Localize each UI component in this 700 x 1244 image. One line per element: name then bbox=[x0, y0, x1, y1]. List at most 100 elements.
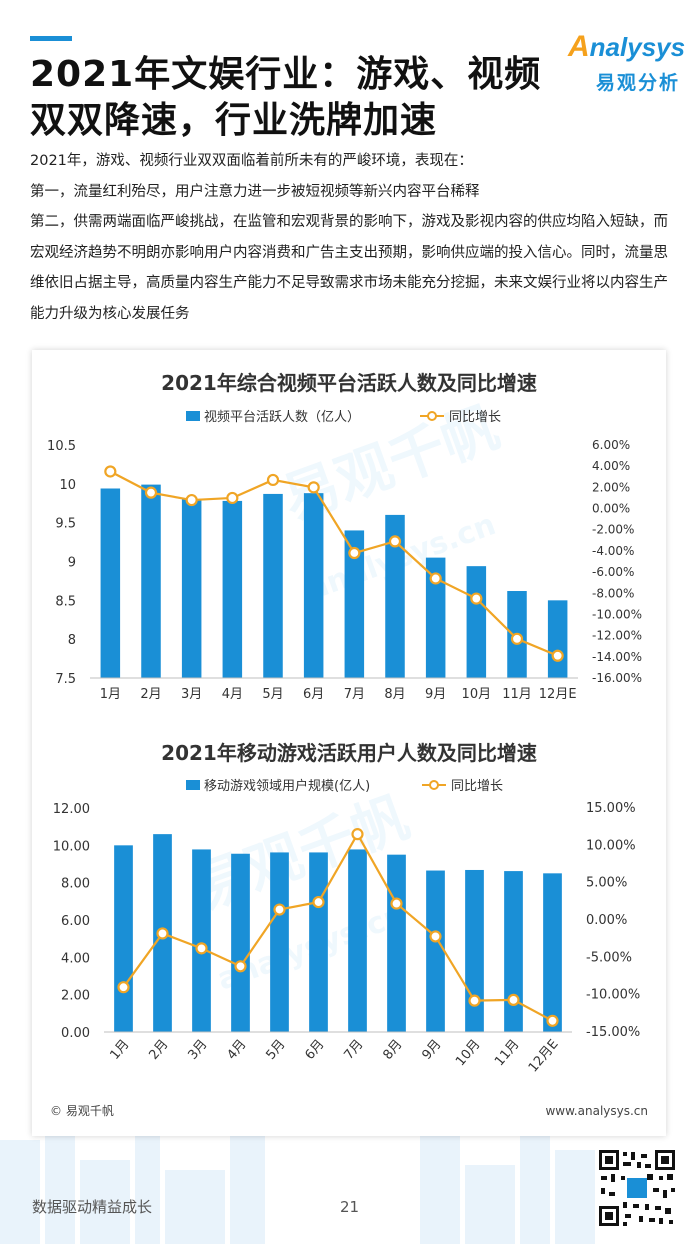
x-tick-label: 6月 bbox=[302, 1037, 327, 1063]
growth-point-11月 bbox=[507, 993, 520, 1006]
bar-2月 bbox=[141, 484, 161, 678]
body-paragraph-1: 2021年，游戏、视频行业双双面临着前所未有的严峻环境，表现在： bbox=[30, 153, 473, 169]
bar-10月 bbox=[466, 566, 487, 678]
bar-12月E bbox=[547, 600, 568, 678]
right-tick-label: 0.00% bbox=[586, 913, 627, 928]
x-axis: 1月 2月 3月 4月 5月 6月 7月 8月 9月 10月 11月 12月E bbox=[90, 677, 578, 702]
right-tick-label: -5.00% bbox=[586, 950, 632, 965]
bar-7月 bbox=[348, 849, 367, 1032]
left-tick-label: 7.5 bbox=[55, 672, 76, 687]
bar-series bbox=[114, 834, 562, 1032]
x-tick-label: 11月 bbox=[492, 1037, 522, 1069]
bar-3月 bbox=[181, 499, 202, 678]
legend-bar-label: 视频平台活跃人数（亿人） bbox=[204, 410, 360, 425]
left-axis: 10.5 10 9.5 9 8.5 8 7.5 bbox=[47, 439, 76, 687]
x-tick-label: 10月 bbox=[453, 1037, 483, 1069]
x-tick-label: 12月E bbox=[539, 687, 577, 702]
page-number: 21 bbox=[340, 1198, 360, 1216]
left-tick-label: 4.00 bbox=[61, 951, 90, 966]
x-tick-label: 6月 bbox=[303, 687, 324, 702]
left-tick-label: 10 bbox=[59, 478, 76, 493]
bar-7月 bbox=[344, 530, 365, 678]
x-tick-label: 3月 bbox=[185, 1037, 210, 1063]
x-tick-label: 11月 bbox=[502, 687, 532, 702]
growth-point-8月 bbox=[390, 897, 403, 910]
left-tick-label: 10.5 bbox=[47, 439, 76, 454]
line-series bbox=[104, 465, 564, 662]
bar-3月 bbox=[192, 849, 211, 1032]
x-tick-label: 5月 bbox=[262, 687, 283, 702]
x-tick-label: 9月 bbox=[419, 1037, 444, 1063]
chart-title: 2021年综合视频平台活跃人数及同比增速 bbox=[161, 371, 537, 395]
growth-point-7月 bbox=[348, 546, 361, 560]
growth-point-5月 bbox=[266, 473, 280, 487]
left-tick-label: 0.00 bbox=[61, 1026, 90, 1041]
growth-point-10月 bbox=[468, 994, 481, 1007]
chart-title: 2021年移动游戏活跃用户人数及同比增速 bbox=[161, 741, 537, 765]
bar-9月 bbox=[425, 557, 446, 678]
bar-11月 bbox=[504, 871, 523, 1032]
bar-6月 bbox=[309, 852, 328, 1032]
x-tick-label: 1月 bbox=[100, 687, 121, 702]
left-tick-label: 10.00 bbox=[53, 839, 90, 854]
growth-point-10月 bbox=[470, 592, 483, 605]
legend-line-label: 同比增长 bbox=[449, 410, 501, 425]
bar-4月 bbox=[231, 853, 250, 1032]
logo-en-text: nalysys bbox=[589, 32, 686, 62]
right-tick-label: -8.00% bbox=[592, 586, 634, 600]
right-tick-label: -15.00% bbox=[586, 1025, 640, 1040]
growth-point-4月 bbox=[234, 960, 247, 973]
bar-1月 bbox=[100, 488, 121, 678]
legend: 视频平台活跃人数（亿人） 同比增长 bbox=[186, 410, 501, 425]
x-tick-label: 5月 bbox=[263, 1037, 288, 1063]
growth-point-1月 bbox=[104, 465, 117, 478]
title-accent-bar bbox=[30, 36, 72, 41]
growth-point-4月 bbox=[226, 491, 239, 505]
bar-8月 bbox=[385, 514, 405, 678]
bar-6月 bbox=[303, 493, 324, 678]
legend-bar-label: 移动游戏领域用户规模(亿人) bbox=[204, 778, 370, 794]
growth-point-9月 bbox=[429, 572, 442, 585]
x-axis: 1月 2月 3月 4月 5月 6月 7月 8月 9月 10月 11月 12月E bbox=[104, 1031, 572, 1076]
bar-9月 bbox=[426, 870, 445, 1032]
growth-line bbox=[109, 470, 559, 657]
x-tick-label: 7月 bbox=[341, 1037, 366, 1063]
chart-card: 易观千帆 analysys.cn 易观千帆 analysys.cn 2021年综… bbox=[32, 350, 666, 1136]
qr-code bbox=[597, 1148, 677, 1228]
right-tick-label: 10.00% bbox=[586, 838, 636, 853]
growth-point-7月 bbox=[351, 828, 364, 841]
body-paragraph-3: 第二，供需两端面临严峻挑战，在监管和宏观背景的影响下，游戏及影视内容的供应均陷入… bbox=[30, 214, 668, 322]
x-tick-label: 3月 bbox=[181, 687, 202, 702]
legend-line-marker bbox=[427, 411, 437, 421]
website-label: www.analysys.cn bbox=[545, 1104, 648, 1118]
growth-point-11月 bbox=[510, 632, 524, 645]
left-tick-label: 8 bbox=[68, 633, 76, 648]
right-tick-label: 0.00% bbox=[592, 502, 630, 516]
legend-bar-swatch bbox=[186, 411, 200, 421]
bar-series bbox=[100, 484, 568, 678]
x-tick-label: 7月 bbox=[344, 687, 365, 702]
page-title-line1: 2021年文娱行业：游戏、视频 bbox=[30, 54, 542, 95]
page-title: 2021年文娱行业：游戏、视频 双双降速，行业洗牌加速 bbox=[30, 52, 550, 144]
growth-point-3月 bbox=[185, 493, 198, 507]
left-tick-label: 6.00 bbox=[61, 914, 90, 929]
x-tick-label: 1月 bbox=[107, 1037, 132, 1063]
right-tick-label: -12.00% bbox=[592, 629, 642, 643]
left-tick-label: 9 bbox=[68, 556, 76, 571]
growth-point-12月E bbox=[546, 1014, 559, 1027]
bar-5月 bbox=[263, 493, 283, 678]
bar-8月 bbox=[387, 854, 406, 1032]
footer-slogan: 数据驱动精益成长 bbox=[32, 1198, 153, 1216]
growth-point-5月 bbox=[273, 903, 286, 916]
x-tick-label: 2月 bbox=[140, 687, 161, 702]
page-title-line2: 双双降速，行业洗牌加速 bbox=[30, 100, 438, 141]
right-tick-label: -6.00% bbox=[592, 565, 634, 579]
right-tick-label: 5.00% bbox=[586, 876, 627, 891]
mobile-game-chart: 2021年移动游戏活跃用户人数及同比增速 移动游戏领域用户规模(亿人) 同比增长… bbox=[53, 741, 640, 1076]
bar-5月 bbox=[270, 852, 289, 1032]
video-platform-chart: 2021年综合视频平台活跃人数及同比增速 视频平台活跃人数（亿人） 同比增长 1… bbox=[47, 371, 642, 702]
source-label: © 易观千帆 bbox=[50, 1103, 114, 1118]
bar-1月 bbox=[114, 845, 133, 1032]
body-paragraph-2: 第一，流量红利殆尽，用户注意力进一步被短视频等新兴内容平台稀释 bbox=[30, 183, 480, 200]
line-series bbox=[117, 828, 559, 1027]
